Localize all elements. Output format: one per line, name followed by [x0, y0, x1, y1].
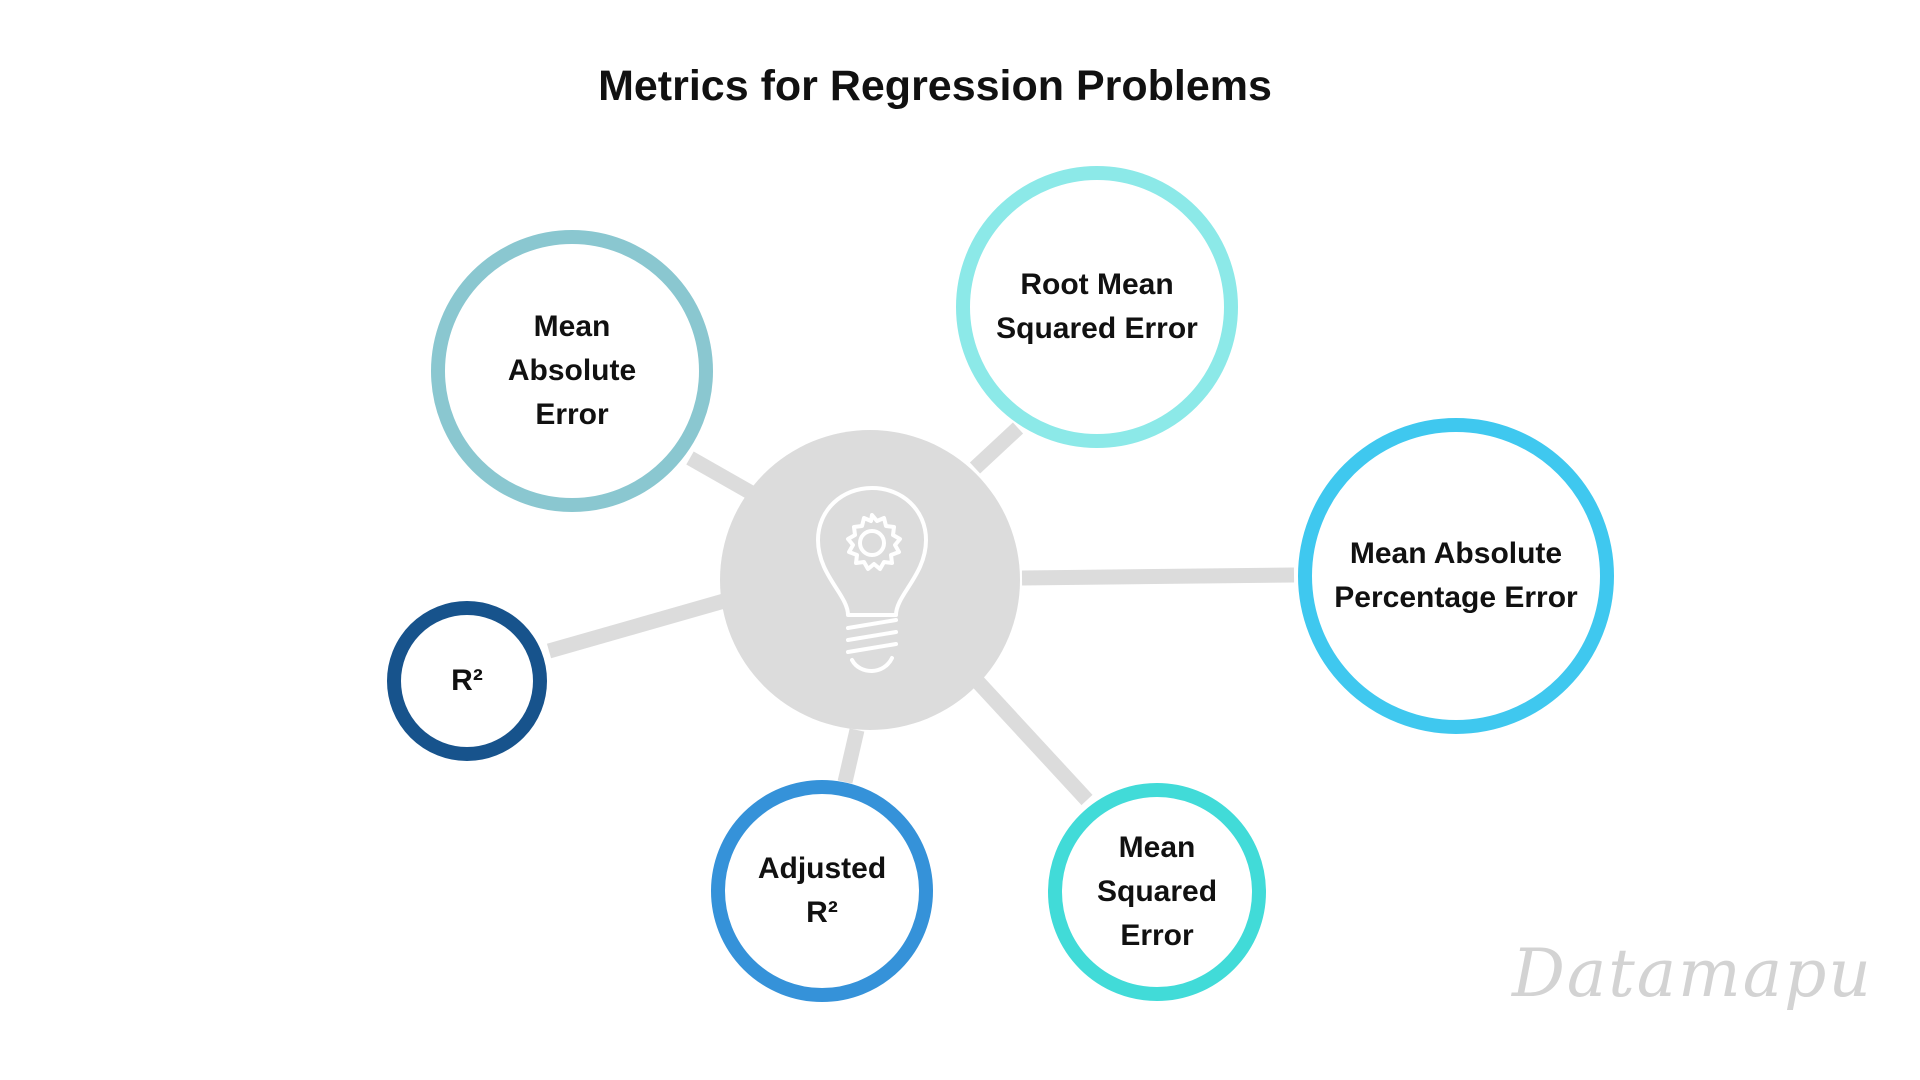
connector-r2: [546, 593, 727, 659]
node-ring-mse: [1048, 783, 1266, 1001]
node-label-mape: Mean Absolute Percentage Error: [1334, 537, 1578, 614]
node-rings: [387, 166, 1614, 1002]
hub-circle: [720, 430, 1020, 730]
node-ring-rmse: [956, 166, 1238, 448]
connector-mse: [972, 676, 1093, 806]
node-label-adjusted-r2: Adjusted R²: [757, 852, 887, 929]
node-label-mae: Mean Absolute Error: [507, 310, 637, 431]
node-ring-r2: [387, 601, 547, 761]
connector-rmse: [969, 422, 1024, 474]
lightbulb-gear-icon: [816, 486, 928, 673]
node-ring-mape: [1298, 418, 1614, 734]
watermark-logo: Datamapu: [1512, 935, 1873, 1012]
connector-mae: [686, 451, 759, 502]
connector-adjusted-r2: [837, 728, 865, 784]
node-label-r2: R²: [451, 664, 483, 697]
connector-mape: [1021, 567, 1295, 586]
node-ring-mae: [431, 230, 713, 512]
node-label-mse: Mean Squared Error: [1096, 831, 1218, 952]
page-title: Metrics for Regression Problems: [598, 62, 1272, 110]
connectors: [546, 422, 1295, 806]
node-ring-adjusted-r2: [711, 780, 933, 1002]
node-label-rmse: Root Mean Squared Error: [996, 268, 1198, 345]
